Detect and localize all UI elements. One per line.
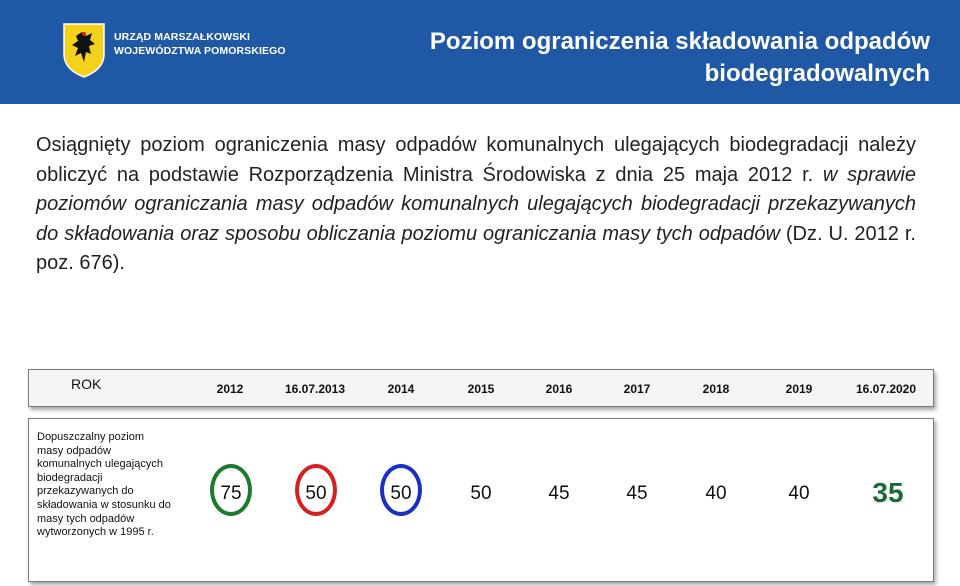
- year-header-row: ROK 2012 16.07.2013 2014 2015 2016 2017 …: [28, 369, 934, 407]
- year-cell: 2017: [623, 382, 651, 396]
- value-cell: 50: [390, 483, 412, 504]
- highlight-ring: [380, 464, 422, 516]
- header-bar: URZĄD MARSZAŁKOWSKI WOJEWÓDZTWA POMORSKI…: [0, 0, 960, 104]
- slide-title-line-1: Poziom ograniczenia składowania odpadów: [429, 28, 930, 55]
- body-text-citation: (Dz. U. 2012 r. poz. 676).: [36, 222, 916, 275]
- value-cell: 40: [788, 483, 810, 504]
- year-cell: 2015: [467, 382, 495, 396]
- value-cell-final: 35: [872, 477, 904, 508]
- logo-text: URZĄD MARSZAŁKOWSKI WOJEWÓDZTWA POMORSKI…: [114, 30, 286, 58]
- year-header-label: ROK: [71, 376, 102, 392]
- slide-title: Poziom ograniczenia składowania odpadów …: [330, 26, 930, 90]
- year-cell: 2012: [216, 382, 244, 396]
- year-cell: 2014: [387, 382, 415, 396]
- value-cell: 40: [705, 483, 727, 504]
- year-cell: 16.07.2020: [855, 382, 917, 396]
- logo-line-1: URZĄD MARSZAŁKOWSKI: [114, 31, 251, 43]
- logo-line-2: WOJEWÓDZTWA POMORSKIEGO: [114, 45, 286, 57]
- value-cell: 50: [305, 483, 327, 504]
- body-text: Osiągnięty poziom ograniczenia masy odpa…: [36, 134, 916, 186]
- year-cell: 2018: [702, 382, 730, 396]
- slide-title-line-2: biodegradowalnych: [704, 60, 930, 87]
- year-cell: 2016: [545, 382, 573, 396]
- value-cell: 45: [548, 483, 570, 504]
- highlight-ring: [295, 464, 337, 516]
- value-cell: 75: [220, 483, 242, 504]
- body-paragraph: Osiągnięty poziom ograniczenia masy odpa…: [36, 131, 916, 279]
- value-row: Dopuszczalny poziom masy odpadów komunal…: [28, 418, 934, 582]
- coat-of-arms-icon: [63, 23, 105, 78]
- year-cell: 16.07.2013: [284, 382, 346, 396]
- value-cell: 50: [470, 483, 492, 504]
- highlight-ring: [210, 464, 252, 516]
- year-cell: 2019: [785, 382, 813, 396]
- body-text-regulation-title: w sprawie poziomów ograniczania masy odp…: [36, 163, 916, 245]
- value-row-label: Dopuszczalny poziom masy odpadów komunal…: [37, 431, 171, 539]
- value-cell: 45: [626, 483, 648, 504]
